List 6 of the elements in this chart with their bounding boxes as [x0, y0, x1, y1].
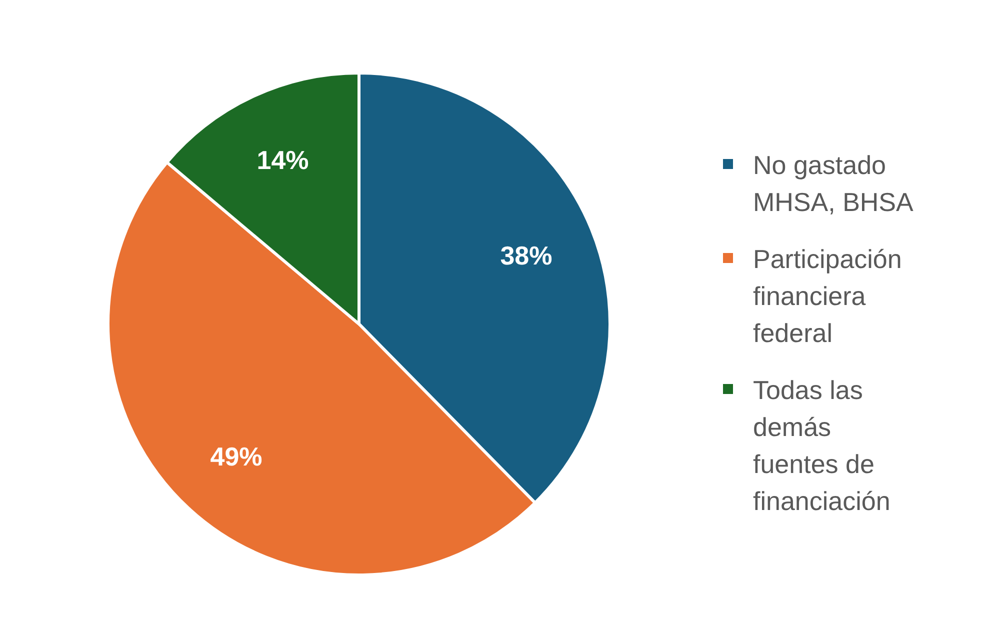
data-label: 49%	[210, 442, 262, 472]
legend-label: Participación financiera federal	[753, 244, 902, 348]
legend-label: Todas las demás fuentes de financiación	[753, 375, 890, 516]
data-label: 14%	[256, 145, 309, 176]
legend-label: No gastado MHSA, BHSA	[753, 150, 914, 217]
data-label: 38%	[500, 240, 552, 270]
